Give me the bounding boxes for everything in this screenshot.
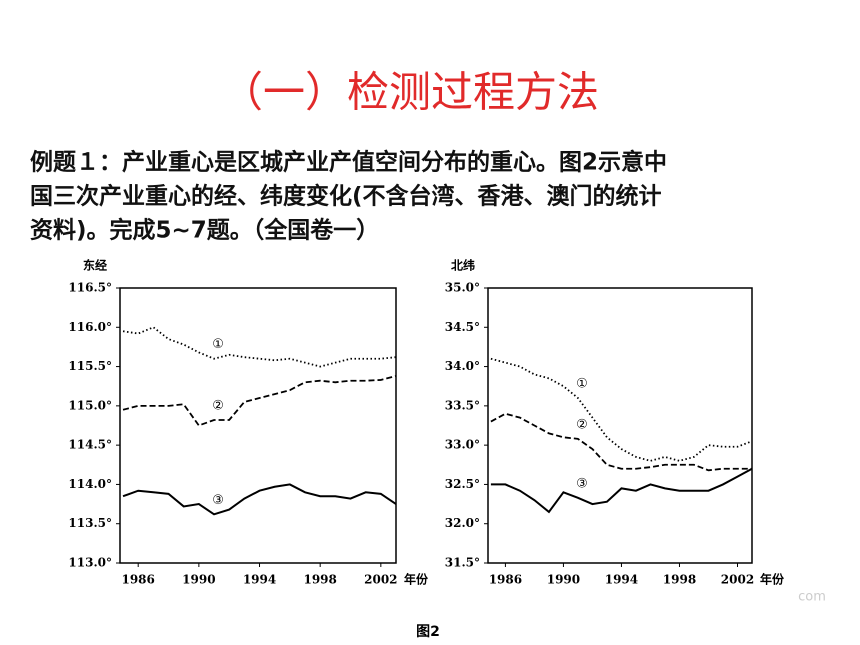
- question-line: 资料)。完成5~7题。（全国卷一）: [30, 217, 379, 244]
- y-tick-label: 31.5°: [445, 556, 480, 570]
- x-tick-label: 1998: [663, 573, 696, 587]
- series-line: [122, 375, 397, 427]
- x-axis-label: 年份: [404, 572, 429, 587]
- x-axis-label: 年份: [760, 572, 785, 587]
- series-line: [490, 412, 752, 472]
- question-line: 国三次产业重心的经、纬度变化(不含台湾、香港、澳门的统计: [30, 183, 662, 210]
- x-tick-label: 1986: [489, 573, 522, 587]
- series-line: [490, 467, 753, 514]
- y-tick-label: 115.0°: [68, 398, 112, 412]
- series-line: [122, 326, 397, 368]
- series-line: [490, 357, 753, 462]
- question-line: 例题１：产业重心是区城产业产值空间分布的重心。图2示意中: [30, 149, 667, 176]
- x-tick-label: 1994: [605, 573, 638, 587]
- series-label: ③: [576, 476, 588, 491]
- y-tick-label: 34.0°: [445, 359, 480, 373]
- y-tick-label: 34.5°: [445, 320, 480, 334]
- y-tick-label: 115.5°: [68, 359, 112, 373]
- y-tick-label: 114.0°: [68, 477, 112, 491]
- y-tick-label: 113.0°: [68, 556, 112, 570]
- y-tick-label: 33.0°: [445, 438, 480, 452]
- y-tick-label: 114.5°: [68, 438, 112, 452]
- series-label: ①: [576, 377, 588, 392]
- figure-label: 图2: [416, 624, 440, 640]
- y-axis-label: 东经: [83, 258, 107, 273]
- slide-title: （一）检测过程方法: [221, 68, 599, 117]
- y-tick-label: 35.0°: [445, 281, 480, 295]
- x-tick-label: 1998: [303, 573, 336, 587]
- watermark: com: [798, 590, 826, 605]
- y-tick-label: 32.0°: [445, 516, 480, 530]
- series-line: [122, 483, 397, 516]
- plot-frame: [119, 287, 397, 564]
- x-tick-label: 2002: [364, 573, 397, 587]
- series-label: ②: [212, 399, 224, 414]
- plot-frame: [487, 287, 753, 564]
- x-tick-label: 1986: [121, 573, 154, 587]
- series-label: ③: [212, 493, 224, 508]
- y-tick-label: 32.5°: [445, 477, 480, 491]
- y-tick-label: 113.5°: [68, 516, 112, 530]
- x-tick-label: 1990: [182, 573, 215, 587]
- y-tick-label: 33.5°: [445, 398, 480, 412]
- series-label: ②: [576, 417, 588, 432]
- y-axis-label: 北纬: [451, 258, 475, 273]
- x-tick-label: 1990: [547, 573, 580, 587]
- series-label: ①: [212, 337, 224, 352]
- x-tick-label: 1994: [243, 573, 276, 587]
- y-tick-label: 116.0°: [68, 320, 112, 334]
- y-tick-label: 116.5°: [68, 281, 112, 295]
- x-tick-label: 2002: [721, 573, 754, 587]
